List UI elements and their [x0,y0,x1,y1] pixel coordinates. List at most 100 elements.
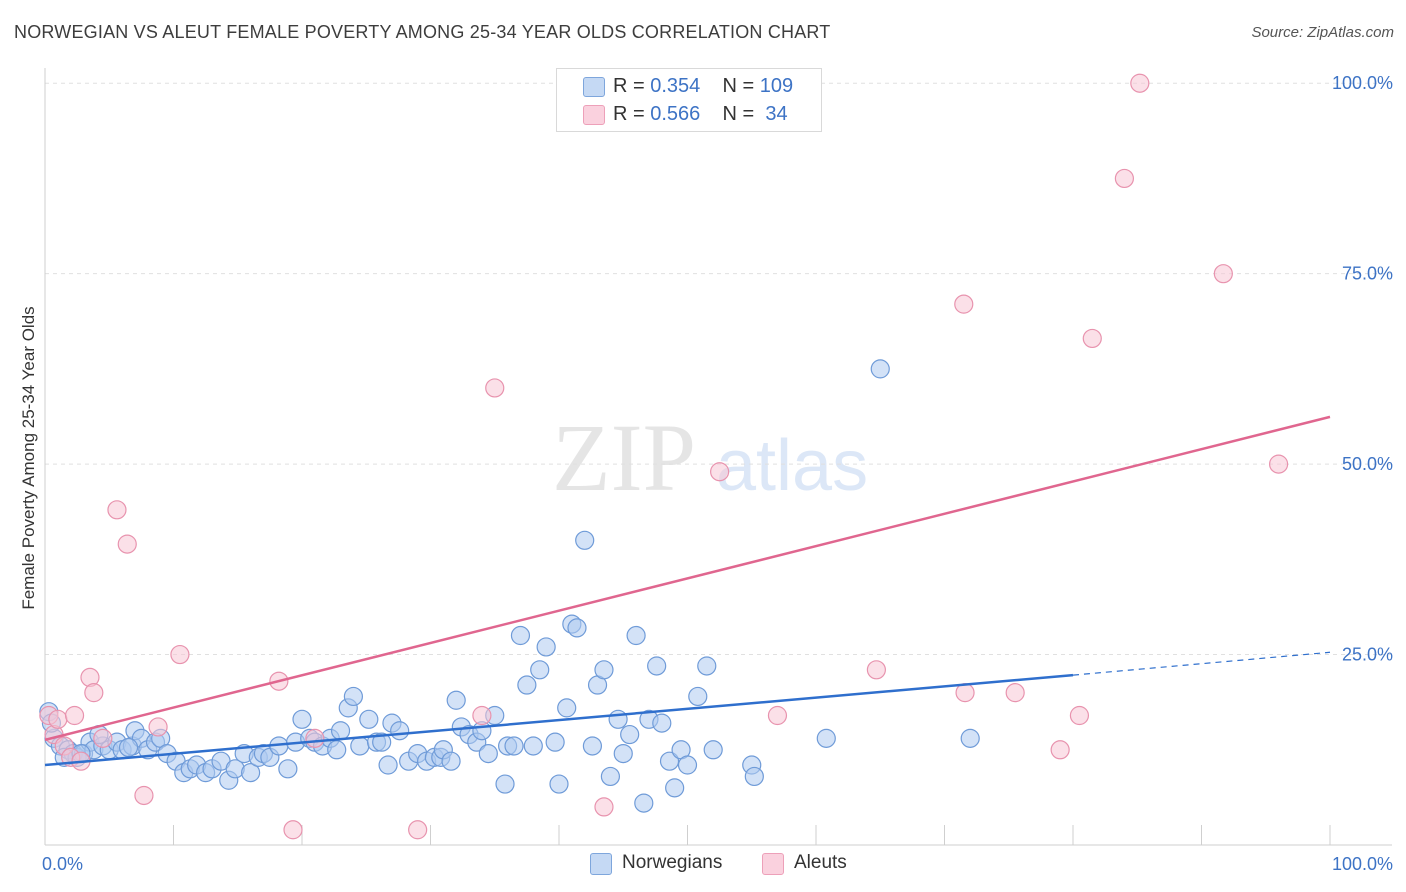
norwegian-point [608,709,628,729]
norwegian-point [688,686,708,707]
norwegian-point [118,737,139,758]
y-tick-label: 25.0% [1342,645,1393,665]
norwegian-point [960,728,980,748]
norwegian-point [517,675,537,695]
x-tick-label: 0.0% [42,854,83,874]
norwegian-point [557,698,577,718]
norwegians-trend-line [44,673,1074,767]
aleut-point [485,378,505,398]
x-tick-label: 100.0% [1332,854,1393,874]
aleut-point [1005,683,1025,703]
norwegian-point [330,721,351,741]
aleut-point [710,462,730,482]
aleut-point [107,500,127,520]
aleut-point [170,644,190,665]
aleuts-legend-swatch [762,853,784,875]
y-tick-label: 50.0% [1342,454,1393,474]
aleuts-swatch [583,105,605,125]
norwegian-point [523,736,543,756]
norwegian-point [241,763,261,783]
norwegian-point [530,660,550,680]
norwegian-point [478,743,498,764]
norwegian-point [549,774,569,794]
norwegians-r-value: 0.354 [650,75,701,97]
norwegian-point [567,618,587,638]
norwegian-point [390,721,410,741]
y-axis-label: Female Poverty Among 25-34 Year Olds [19,306,38,609]
norwegian-point [545,732,565,752]
chart-title: NORWEGIAN VS ALEUT FEMALE POVERTY AMONG … [14,22,831,42]
aleuts-trend-line [44,415,1331,742]
watermark-zip: ZIP [552,404,696,511]
stats-legend: R = 0.354 N = 109 R = 0.566 N = 34 [556,68,822,132]
norwegian-point [343,686,363,707]
norwegian-point [582,736,603,756]
aleut-point [84,683,104,703]
norwegian-point [620,724,640,745]
aleut-point [1050,740,1070,760]
norwegian-point [446,690,466,710]
norwegian-point [327,740,347,760]
aleut-point [1114,168,1135,189]
aleut-point [472,705,492,726]
source-label: Source: ZipAtlas.com [1251,24,1394,41]
aleut-point [1213,264,1233,284]
series-legend: Norwegians Aleuts [0,852,1406,878]
norwegian-point [510,625,531,646]
aleut-point [1069,705,1090,726]
norwegian-point [744,766,764,787]
norwegians-n-value: 109 [759,75,794,97]
aleut-point [93,728,113,748]
aleut-point [954,294,974,314]
aleut-point [305,728,325,748]
aleut-point [64,705,85,726]
norwegian-point [652,713,672,733]
norwegians-trend-extension [1072,651,1331,676]
norwegian-point [816,728,836,748]
aleut-point [148,717,168,737]
norwegians-swatch [583,77,605,97]
norwegian-point [575,530,595,550]
norwegian-point [697,656,717,676]
norwegian-point [372,732,392,752]
norwegian-point [350,736,370,756]
axes [44,68,1392,846]
norwegians-legend-swatch [590,853,612,875]
data-points [39,73,1289,840]
norwegian-point [703,740,723,760]
norwegian-point [647,656,667,676]
norwegian-point [600,766,621,787]
aleut-point [1130,73,1150,93]
norwegian-point [359,709,379,729]
norwegians-legend-label: Norwegians [622,852,723,873]
norwegian-point [594,660,614,680]
trend-lines [44,415,1331,767]
legend-aleuts-stats: R = 0.566 N = 34 [613,103,788,125]
aleut-point [117,534,137,554]
norwegian-point [278,759,298,779]
norwegian-point [626,625,646,646]
norwegian-point [665,778,685,798]
aleut-point [866,660,886,680]
norwegian-point [441,751,461,771]
norwegian-point [495,774,515,794]
watermark-atlas: atlas [716,426,868,506]
aleuts-r-value: 0.566 [650,103,701,125]
norwegian-point [536,637,556,657]
aleut-point [767,705,788,726]
aleut-point [1082,328,1102,349]
legend-norwegians-stats: R = 0.354 N = 109 [613,75,794,97]
aleut-point [283,820,303,840]
norwegian-point [292,709,312,729]
norwegian-point [659,751,680,771]
watermark: ZIP atlas [552,404,868,511]
norwegian-point [677,755,698,775]
norwegian-point [634,793,654,813]
aleut-point [134,785,154,806]
norwegian-point [870,359,890,379]
tick-labels: 25.0% 50.0% 75.0% 100.0% 0.0% 100.0% [42,73,1393,874]
aleut-point [1268,454,1289,474]
aleut-point [48,709,68,729]
aleuts-legend-label: Aleuts [794,852,847,873]
